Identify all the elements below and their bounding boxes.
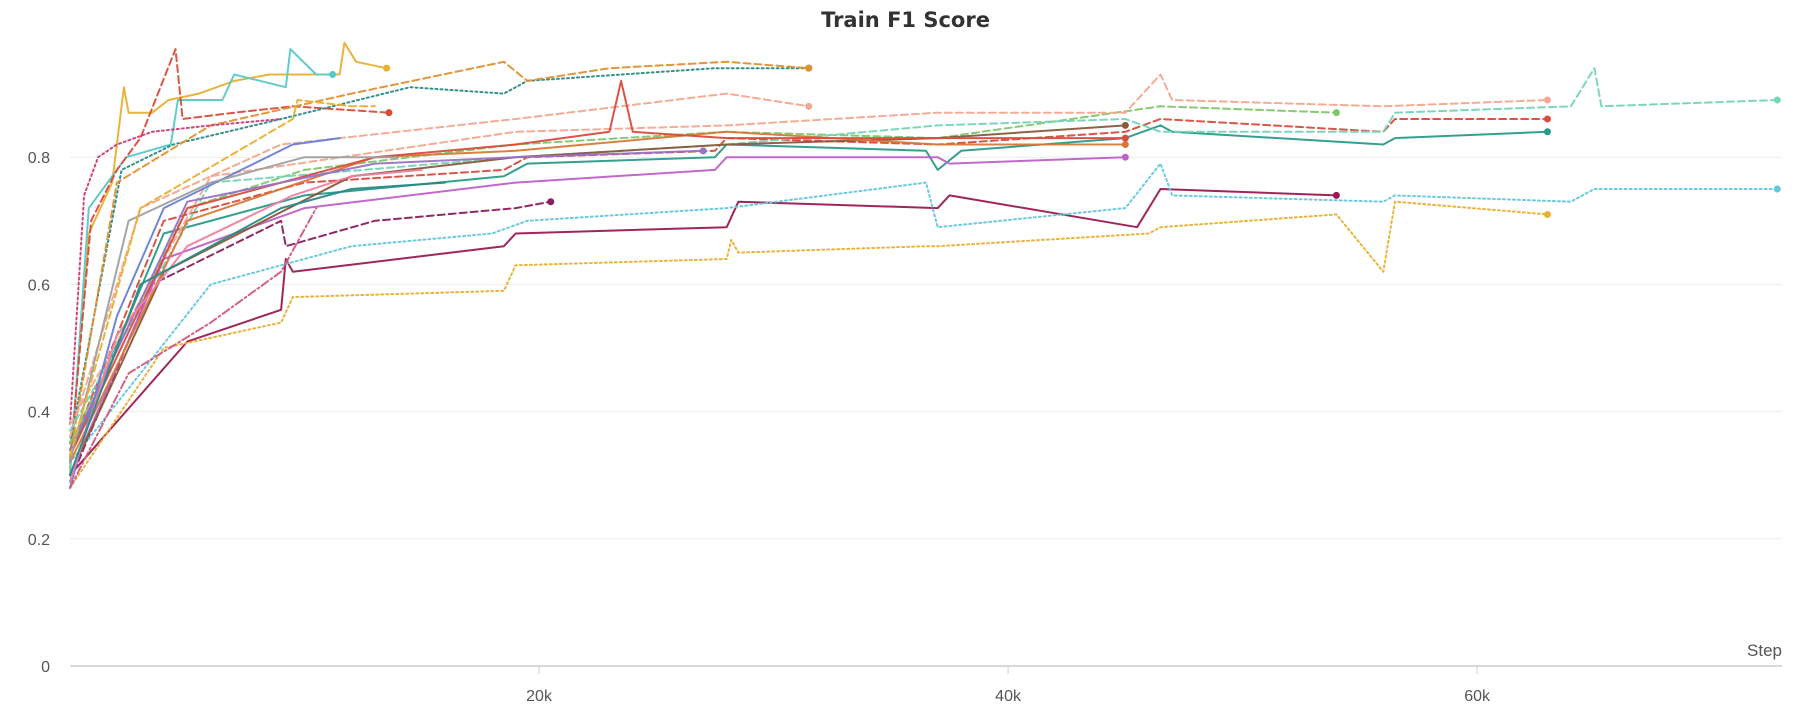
series-end-marker — [699, 147, 707, 155]
series-line-2 — [69, 48, 334, 477]
series-line-26 — [69, 181, 447, 477]
series-end-marker — [547, 198, 555, 206]
series-end-marker — [329, 71, 337, 79]
series-line-21 — [69, 149, 705, 451]
series-lines — [69, 41, 1779, 489]
series-end-marker — [805, 102, 813, 110]
series-end-marker — [1121, 140, 1129, 148]
x-tick-label: 40k — [995, 688, 1022, 705]
series-line-27 — [69, 99, 376, 458]
series-line-15 — [69, 162, 1779, 464]
series-line-17 — [69, 156, 1127, 477]
series-line-22 — [69, 137, 341, 489]
x-tick-label: 20k — [526, 688, 553, 705]
series-end-marker — [1543, 96, 1551, 104]
series-end-marker — [1543, 115, 1551, 123]
series-line-16 — [69, 200, 1549, 489]
chart-title: Train F1 Score — [821, 8, 990, 32]
x-tick-label: 60k — [1464, 688, 1491, 705]
gridlines — [70, 156, 1782, 540]
series-line-25 — [69, 207, 318, 489]
end-markers — [329, 64, 1781, 218]
series-line-8 — [69, 200, 552, 483]
tick-labels: 0 0.2 0.4 0.6 0.8 20k 40k 60k Step — [28, 150, 1782, 705]
y-tick-label: 0.4 — [28, 405, 50, 422]
series-line-13 — [69, 67, 1779, 432]
series-end-marker — [1543, 128, 1551, 136]
series-line-4 — [69, 67, 810, 445]
series-end-marker — [1773, 96, 1781, 104]
series-line-7 — [69, 118, 283, 426]
y-tick-label: 0.8 — [28, 150, 50, 167]
series-line-6 — [69, 92, 810, 438]
y-tick-label: 0 — [41, 659, 50, 676]
series-end-marker — [1121, 153, 1129, 161]
series-line-1 — [69, 41, 388, 470]
series-end-marker — [1121, 134, 1129, 142]
series-line-9 — [69, 188, 1338, 477]
x-axis-label: Step — [1747, 641, 1782, 660]
series-end-marker — [385, 109, 393, 117]
series-end-marker — [805, 64, 813, 72]
series-end-marker — [1332, 191, 1340, 199]
series-end-marker — [1332, 109, 1340, 117]
series-line-20 — [69, 79, 1127, 458]
series-line-23 — [69, 168, 423, 483]
series-end-marker — [1773, 185, 1781, 193]
series-line-12 — [69, 105, 1338, 445]
series-end-marker — [383, 64, 391, 72]
y-tick-label: 0.6 — [28, 277, 50, 294]
series-line-19 — [69, 130, 1127, 464]
series-line-14 — [69, 73, 1549, 426]
y-tick-label: 0.2 — [28, 532, 50, 549]
series-line-3 — [69, 48, 390, 464]
series-end-marker — [1121, 121, 1129, 129]
axes — [70, 665, 1782, 674]
series-end-marker — [1543, 210, 1551, 218]
series-line-5 — [69, 60, 810, 458]
series-line-24 — [69, 156, 400, 464]
